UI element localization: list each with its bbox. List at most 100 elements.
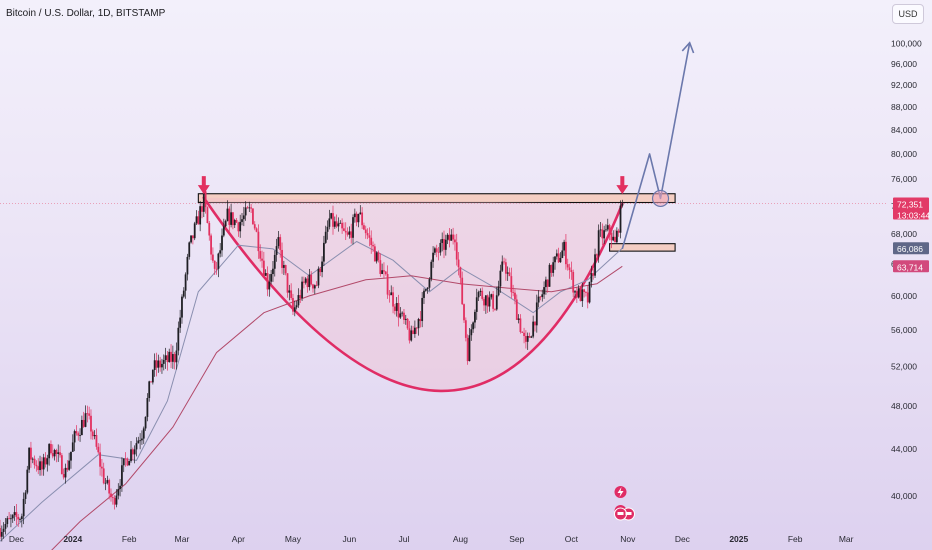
candle-body (590, 273, 593, 282)
candle-body (142, 428, 145, 439)
candle-body (219, 250, 222, 254)
candle-body (108, 480, 111, 494)
candle-body (592, 273, 595, 276)
candle-body (166, 355, 169, 363)
candle-body (523, 332, 525, 337)
candle-body (606, 225, 609, 230)
candle-body (524, 336, 527, 342)
candle-body (186, 256, 189, 275)
candle-body (157, 360, 160, 368)
candle-body (292, 297, 294, 312)
x-tick-label: Aug (453, 534, 468, 544)
candle-body (242, 215, 245, 220)
candle-body (561, 250, 564, 258)
candle-body (546, 279, 549, 287)
candle-body (295, 305, 298, 308)
x-tick-label: Nov (620, 534, 636, 544)
candle-body (210, 235, 212, 255)
candle-body (339, 222, 342, 224)
candle-body (293, 307, 296, 312)
candle-body (155, 360, 158, 368)
candle-body (559, 257, 562, 263)
candle-body (321, 261, 323, 273)
candle-body (71, 442, 74, 452)
candle-body (324, 231, 327, 243)
candle-body (128, 461, 131, 466)
candle-body (426, 287, 429, 290)
candle-body (277, 237, 280, 247)
candle-body (28, 447, 31, 470)
candle-body (332, 213, 334, 227)
arrows (197, 176, 629, 195)
candle-body (463, 304, 465, 321)
candle-body (464, 320, 467, 338)
candle-body (406, 318, 409, 329)
y-tick-label: 40,000 (891, 491, 917, 501)
candle-body (526, 335, 529, 342)
x-tick-label: 2025 (729, 534, 748, 544)
candle-body (286, 273, 289, 293)
candle-body (179, 317, 182, 328)
arrow-down-left-icon (197, 176, 210, 195)
candle-body (335, 221, 338, 227)
candle-body (519, 318, 522, 333)
candle-body (397, 303, 400, 318)
candle-body (168, 351, 171, 363)
candle-body (603, 230, 606, 239)
candle-body (461, 277, 464, 305)
candle-body (150, 381, 152, 383)
candle-body (17, 516, 20, 520)
candle-body (40, 461, 43, 470)
candle-body (599, 229, 602, 231)
candle-body (121, 465, 123, 486)
y-tick-label: 76,000 (891, 174, 917, 184)
candle-body (299, 295, 302, 299)
y-tick-label: 56,000 (891, 325, 917, 335)
event-icon-mark (617, 512, 624, 515)
candle-body (403, 312, 405, 320)
candle-body (494, 308, 496, 310)
candle-body (26, 469, 29, 493)
candle-body (139, 440, 142, 442)
candle-body (588, 281, 591, 303)
y-tick-label: 84,000 (891, 125, 917, 135)
currency-button[interactable]: USD (892, 4, 924, 24)
candle-body (610, 232, 613, 241)
candle-body (392, 292, 394, 307)
candle-body (379, 260, 382, 274)
candle-body (381, 270, 384, 274)
candle-body (4, 524, 7, 529)
candle-body (495, 295, 498, 310)
candle-body (455, 242, 458, 260)
candle-body (221, 235, 223, 251)
candle-body (146, 397, 149, 417)
candle-body (459, 267, 462, 278)
candle-body (410, 330, 413, 341)
candle-body (131, 449, 134, 455)
candle-body (11, 515, 14, 519)
candle-body (452, 234, 454, 240)
candle-body (304, 278, 307, 283)
candle-body (492, 294, 495, 309)
candle-body (483, 298, 485, 306)
candle-body (555, 253, 558, 257)
candle-body (377, 252, 380, 261)
candle-body (237, 222, 240, 232)
candle-body (585, 291, 587, 293)
x-tick-label: Feb (122, 534, 137, 544)
candle-body (181, 296, 183, 318)
candle-body (297, 295, 300, 306)
candle-body (282, 265, 285, 268)
candle-body (266, 273, 269, 290)
candle-body (363, 225, 365, 230)
x-tick-label: Mar (175, 534, 190, 544)
candle-body (341, 222, 343, 229)
y-tick-label: 92,000 (891, 80, 917, 90)
candle-body (64, 467, 67, 478)
candle-body (605, 229, 607, 231)
candle-body (182, 290, 185, 297)
candle-body (60, 455, 63, 474)
candle-body (595, 254, 598, 256)
